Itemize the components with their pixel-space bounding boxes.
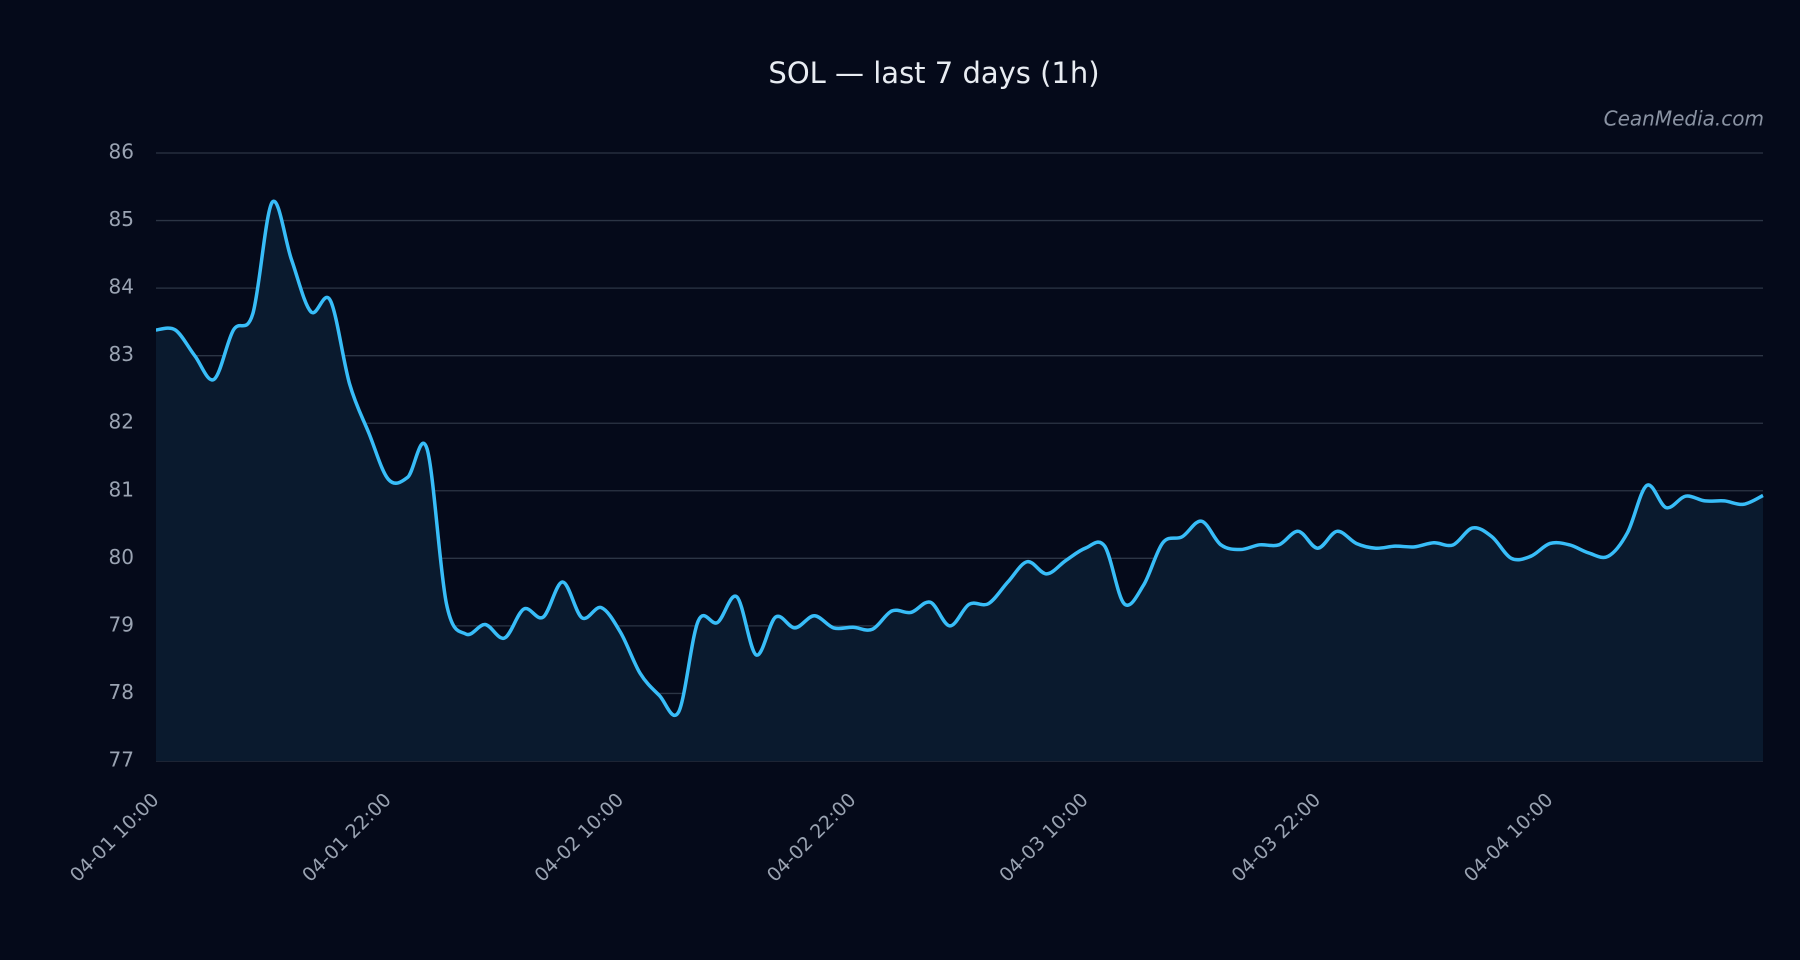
y-tick-label: 79 bbox=[109, 612, 134, 636]
y-tick-label: 77 bbox=[109, 748, 134, 772]
y-tick-label: 83 bbox=[109, 342, 134, 366]
watermark: CeanMedia.com bbox=[1604, 107, 1764, 131]
y-tick-label: 81 bbox=[109, 477, 134, 501]
y-tick-label: 85 bbox=[109, 207, 134, 231]
chart-title: SOL — last 7 days (1h) bbox=[768, 56, 1099, 90]
y-tick-label: 82 bbox=[109, 410, 134, 434]
line bbox=[155, 199, 1764, 718]
y-tick-label: 84 bbox=[109, 275, 134, 299]
y-tick-label: 80 bbox=[109, 545, 134, 569]
y-tick-label: 86 bbox=[109, 140, 134, 164]
area bbox=[156, 201, 1763, 761]
y-tick-label: 78 bbox=[109, 680, 134, 704]
